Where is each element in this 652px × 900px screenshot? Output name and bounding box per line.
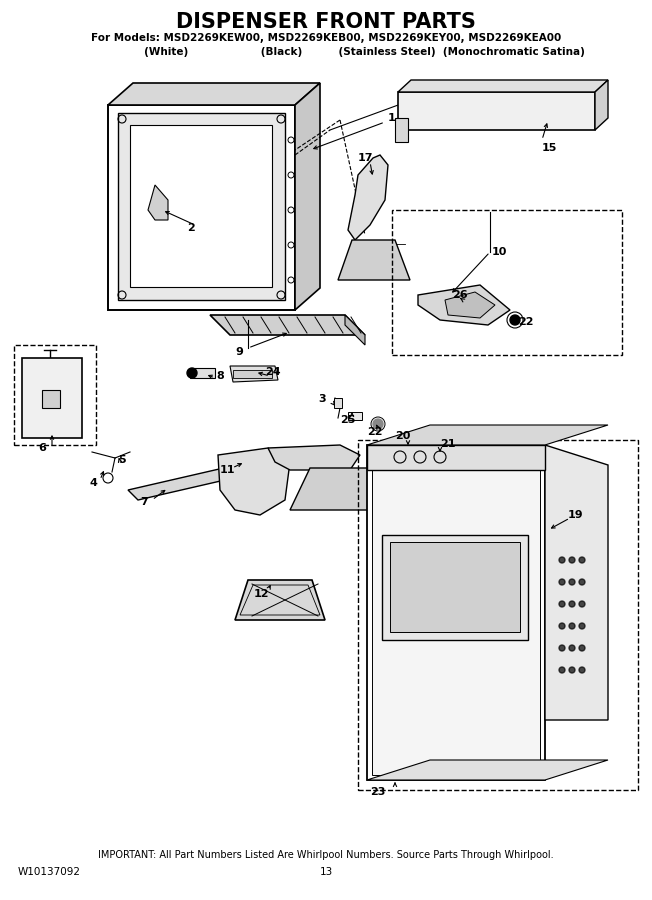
Text: 23: 23: [370, 787, 385, 797]
Text: IMPORTANT: All Part Numbers Listed Are Whirlpool Numbers. Source Parts Through W: IMPORTANT: All Part Numbers Listed Are W…: [98, 850, 554, 860]
Polygon shape: [418, 285, 510, 325]
Text: 21: 21: [440, 439, 456, 449]
Polygon shape: [22, 358, 82, 438]
Polygon shape: [390, 542, 520, 632]
Text: 3: 3: [318, 394, 325, 404]
Polygon shape: [108, 105, 295, 310]
Circle shape: [559, 667, 565, 673]
Circle shape: [569, 557, 575, 563]
Polygon shape: [367, 445, 545, 780]
Text: 10: 10: [492, 247, 507, 257]
Text: 25: 25: [340, 415, 355, 425]
Bar: [392, 210, 622, 355]
Text: 15: 15: [542, 143, 557, 153]
Circle shape: [579, 667, 585, 673]
Circle shape: [569, 645, 575, 651]
Polygon shape: [545, 445, 608, 720]
Text: 4: 4: [90, 478, 98, 488]
Circle shape: [559, 623, 565, 629]
Text: 2: 2: [187, 223, 195, 233]
Polygon shape: [338, 240, 410, 280]
Text: For Models: MSD2269KEW00, MSD2269KEB00, MSD2269KEY00, MSD2269KEA00: For Models: MSD2269KEW00, MSD2269KEB00, …: [91, 33, 561, 43]
Polygon shape: [382, 535, 528, 640]
Bar: [14, 345, 96, 445]
Circle shape: [569, 579, 575, 585]
Text: 8: 8: [216, 371, 224, 381]
Polygon shape: [372, 450, 540, 775]
Circle shape: [510, 315, 520, 325]
Circle shape: [579, 645, 585, 651]
Bar: [358, 440, 638, 790]
Circle shape: [569, 623, 575, 629]
Polygon shape: [108, 83, 320, 105]
Text: 19: 19: [568, 510, 584, 520]
Polygon shape: [42, 390, 60, 408]
Text: 20: 20: [395, 431, 410, 441]
Polygon shape: [190, 368, 215, 378]
Circle shape: [579, 557, 585, 563]
Text: 1: 1: [388, 113, 396, 123]
Polygon shape: [445, 292, 495, 318]
Polygon shape: [148, 185, 168, 220]
Polygon shape: [334, 398, 342, 408]
Circle shape: [559, 579, 565, 585]
Polygon shape: [367, 760, 608, 780]
Polygon shape: [345, 315, 365, 345]
Text: 6: 6: [38, 443, 46, 453]
Circle shape: [569, 667, 575, 673]
Polygon shape: [130, 125, 272, 287]
Polygon shape: [398, 80, 608, 92]
Text: 9: 9: [235, 347, 243, 357]
Circle shape: [559, 557, 565, 563]
Text: 12: 12: [254, 589, 269, 599]
Polygon shape: [398, 92, 595, 130]
Polygon shape: [367, 425, 608, 445]
Circle shape: [569, 601, 575, 607]
Circle shape: [559, 601, 565, 607]
Polygon shape: [268, 445, 360, 470]
Circle shape: [187, 368, 197, 378]
Text: 22: 22: [367, 427, 383, 437]
Text: 13: 13: [319, 867, 333, 877]
Polygon shape: [290, 468, 388, 510]
Text: 24: 24: [265, 367, 280, 377]
Circle shape: [579, 601, 585, 607]
Polygon shape: [210, 315, 365, 335]
Polygon shape: [230, 366, 278, 382]
Text: W10137092: W10137092: [18, 867, 81, 877]
Polygon shape: [595, 80, 608, 130]
Circle shape: [559, 645, 565, 651]
Polygon shape: [233, 370, 272, 378]
Text: 11: 11: [220, 465, 235, 475]
Polygon shape: [395, 118, 408, 142]
Text: 26: 26: [452, 290, 467, 300]
Polygon shape: [348, 412, 362, 420]
Text: 5: 5: [118, 455, 126, 465]
Polygon shape: [118, 113, 285, 300]
Polygon shape: [235, 580, 325, 620]
Polygon shape: [295, 83, 320, 310]
Polygon shape: [218, 448, 290, 515]
Polygon shape: [348, 155, 388, 240]
Text: DISPENSER FRONT PARTS: DISPENSER FRONT PARTS: [176, 12, 476, 32]
Text: 17: 17: [358, 153, 374, 163]
Text: 22: 22: [518, 317, 533, 327]
Circle shape: [579, 579, 585, 585]
Polygon shape: [367, 445, 545, 470]
Circle shape: [579, 623, 585, 629]
Text: 7: 7: [140, 497, 148, 507]
Polygon shape: [128, 455, 290, 500]
Text: (White)                    (Black)          (Stainless Steel)  (Monochromatic Sa: (White) (Black) (Stainless Steel) (Monoc…: [68, 47, 584, 57]
Circle shape: [373, 419, 383, 429]
